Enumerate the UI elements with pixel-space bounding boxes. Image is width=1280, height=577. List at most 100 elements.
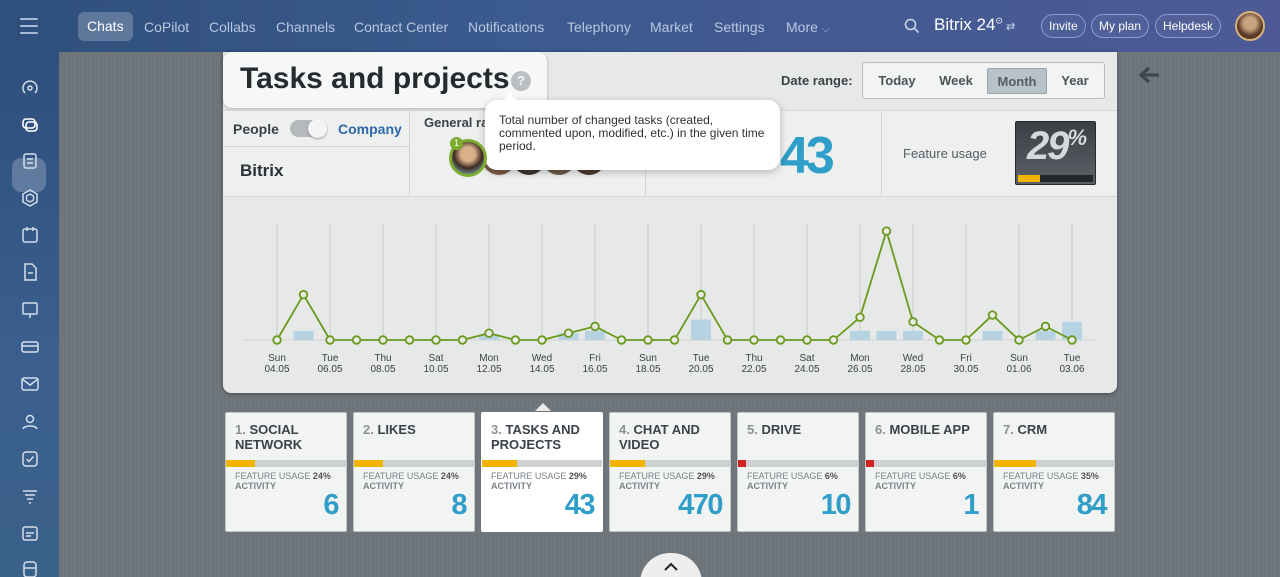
nav-contact-center[interactable]: Contact Center — [354, 19, 449, 35]
users-icon[interactable] — [20, 412, 40, 432]
tool-card[interactable]: 1. SOCIAL NETWORK FEATURE USAGE 24% ACTIVI… — [225, 412, 347, 532]
card-activity-label: ACTIVITY — [875, 481, 917, 491]
hexagon-icon[interactable] — [20, 188, 40, 208]
nav-more[interactable]: More ⌵ — [786, 15, 830, 39]
card-usage-track — [994, 460, 1114, 467]
general-rating-label: General rating — [424, 115, 486, 130]
data-point — [590, 321, 600, 332]
nav-settings[interactable]: Settings — [714, 19, 765, 35]
nav-telephony[interactable]: Telephony — [567, 19, 631, 35]
data-point — [563, 328, 574, 338]
card-title-text: CRM — [1017, 422, 1048, 437]
card-activity-label: ACTIVITY — [747, 481, 789, 491]
x-tick-date: 14.05 — [529, 364, 554, 375]
calendar-icon[interactable] — [20, 225, 40, 245]
mail-icon[interactable] — [20, 374, 40, 394]
tool-card[interactable]: 5. DRIVE FEATURE USAGE 6% ACTIVITY 10 — [737, 412, 859, 532]
company-option[interactable]: Company — [338, 121, 402, 137]
card-activity-label: ACTIVITY — [619, 481, 661, 491]
document-icon[interactable] — [20, 262, 40, 282]
x-tick-date: 08.05 — [370, 364, 395, 375]
date-month-button[interactable]: Month — [987, 68, 1047, 94]
data-point — [855, 312, 865, 323]
card-activity-count: 6 — [323, 489, 339, 521]
card-feature-usage: FEATURE USAGE 24% — [235, 471, 331, 481]
data-point — [1067, 335, 1077, 345]
help-icon[interactable]: ? — [511, 71, 531, 91]
user-avatar[interactable] — [1235, 11, 1265, 41]
stats-divider — [409, 111, 410, 197]
nav-collabs[interactable]: Collabs — [209, 19, 256, 35]
board-icon[interactable] — [20, 300, 40, 320]
my-plan-button[interactable]: My plan — [1091, 14, 1150, 38]
card-fu-value: 24% — [440, 471, 459, 481]
nav-copilot[interactable]: CoPilot — [144, 19, 190, 35]
nav-channels[interactable]: Channels — [276, 19, 336, 35]
feed-icon[interactable] — [20, 78, 40, 98]
activity-bar — [293, 330, 314, 340]
x-tick-day: Sun — [639, 353, 657, 364]
search-icon[interactable] — [904, 18, 920, 34]
calendar-list-icon[interactable] — [20, 523, 40, 543]
people-company-toggle[interactable] — [290, 119, 327, 138]
card-title-text: TASKS AND PROJECTS — [491, 422, 580, 452]
data-point — [828, 335, 839, 345]
data-point — [510, 335, 521, 345]
card-fu-label: FEATURE USAGE — [363, 471, 439, 481]
card-title: 6. MOBILE APP — [875, 422, 983, 437]
x-tick-date: 04.05 — [264, 364, 289, 375]
nav-notifications[interactable]: Notifications — [468, 19, 545, 35]
activity-chart: Sun04.05Tue06.05Thu08.05Sat10.05Mon12.05… — [243, 224, 1097, 375]
data-point — [298, 289, 309, 300]
tasks-icon[interactable] — [20, 151, 40, 171]
date-today-button[interactable]: Today — [878, 73, 916, 88]
activity-bar — [850, 330, 870, 340]
helpdesk-button[interactable]: Helpdesk — [1155, 14, 1222, 38]
data-point — [775, 335, 786, 345]
card-number: 2. — [363, 422, 374, 437]
card-pointer — [535, 403, 551, 411]
x-tick-day: Wed — [532, 353, 552, 364]
x-tick-date: 12.05 — [476, 364, 501, 375]
feature-usage-track — [1018, 175, 1093, 182]
checkbox-icon[interactable] — [20, 449, 40, 469]
tool-card[interactable]: 3. TASKS AND PROJECTS FEATURE USAGE 29% AC… — [481, 412, 603, 532]
series-line — [276, 227, 1073, 342]
date-year-button[interactable]: Year — [1061, 73, 1089, 88]
nav-more-label: More — [786, 19, 818, 35]
storage-icon[interactable] — [20, 559, 40, 577]
x-tick-day: Fri — [960, 353, 972, 364]
filter-icon[interactable] — [20, 486, 40, 506]
data-point — [404, 335, 415, 345]
nav-market[interactable]: Market — [650, 19, 693, 35]
card-title-text: DRIVE — [761, 422, 802, 437]
data-point — [537, 335, 547, 345]
card-fu-value: 6% — [952, 471, 966, 481]
date-week-button[interactable]: Week — [939, 73, 973, 88]
card-number: 4. — [619, 422, 630, 437]
invite-button[interactable]: Invite — [1041, 14, 1086, 38]
tool-card[interactable]: 4. CHAT AND VIDEO FEATURE USAGE 29% ACTIVI… — [609, 412, 731, 532]
card-activity-label: ACTIVITY — [363, 481, 405, 491]
data-point — [616, 335, 627, 345]
activity-bar — [691, 319, 711, 340]
chat-icon[interactable] — [20, 115, 40, 135]
data-point — [749, 335, 759, 345]
card-icon[interactable] — [20, 337, 40, 357]
card-usage-fill — [482, 460, 517, 467]
x-tick-date: 30.05 — [953, 364, 978, 375]
people-option[interactable]: People — [233, 121, 279, 137]
card-number: 1. — [235, 422, 246, 437]
tool-card[interactable]: 2. LIKES FEATURE USAGE 24% ACTIVITY 8 — [353, 412, 475, 532]
x-tick-day: Sun — [268, 353, 286, 364]
tool-card[interactable]: 6. MOBILE APP FEATURE USAGE 6% ACTIVITY 1 — [865, 412, 987, 532]
card-usage-fill — [354, 460, 383, 467]
card-usage-fill — [610, 460, 645, 467]
back-arrow-icon[interactable] — [1138, 65, 1160, 85]
feature-usage-meter — [1015, 121, 1096, 185]
nav-chats[interactable]: Chats — [78, 12, 133, 41]
tool-card[interactable]: 7. CRM FEATURE USAGE 35% ACTIVITY 84 — [993, 412, 1115, 532]
card-number: 3. — [491, 422, 502, 437]
brand-logo[interactable]: Bitrix 24⊙⇄ — [934, 15, 1015, 35]
menu-icon[interactable] — [20, 16, 38, 36]
